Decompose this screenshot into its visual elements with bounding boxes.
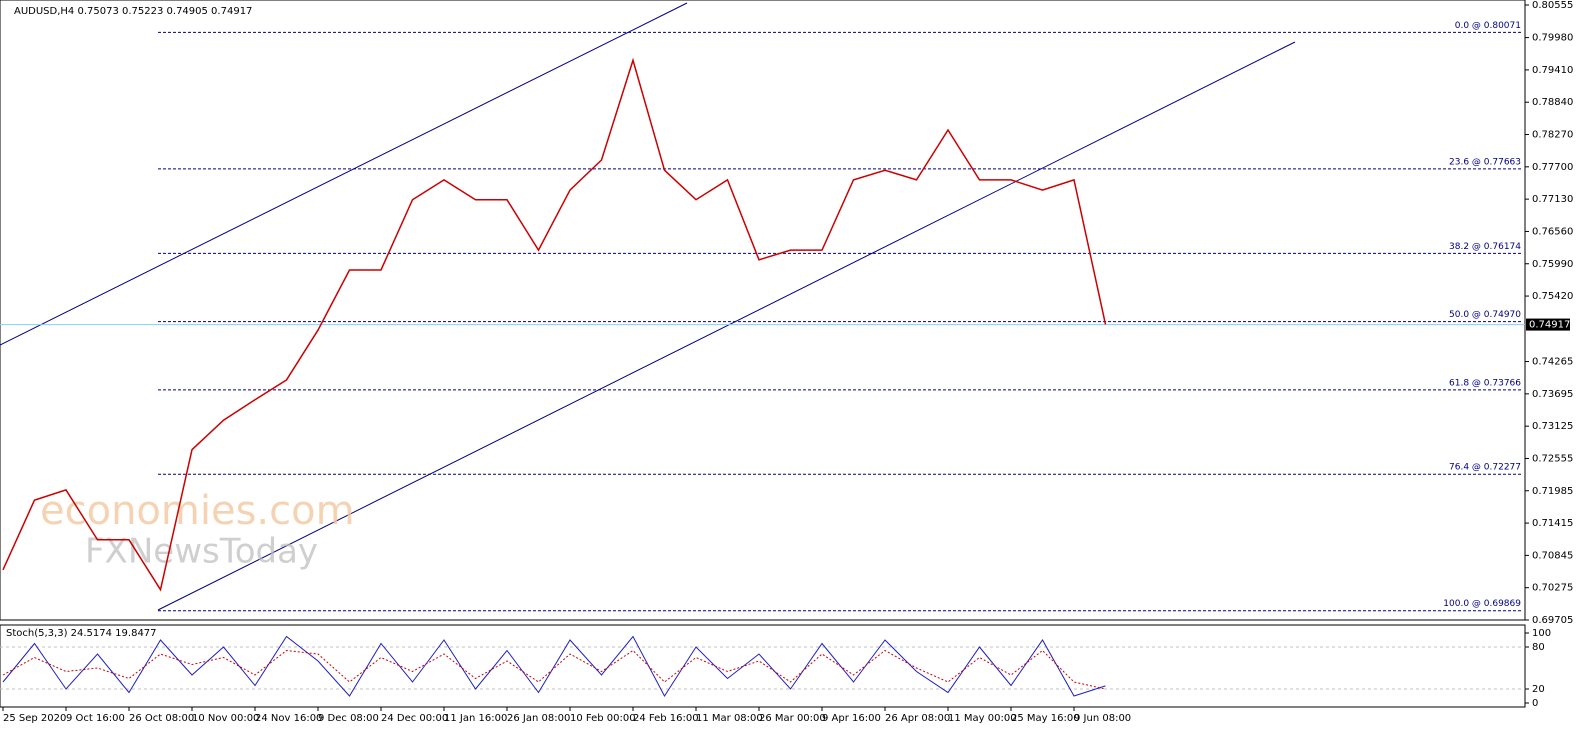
fib-label: 38.2 @ 0.76174 (1449, 242, 1521, 252)
stoch-panel (0, 624, 1526, 708)
y-tick-label: 0.72555 (1532, 453, 1573, 464)
y-tick-label: 0 (1532, 698, 1538, 709)
watermark: FXNewsToday (85, 532, 318, 572)
x-tick-label: 26 Jan 08:00 (507, 713, 570, 724)
y-tick-label: 0.78840 (1532, 97, 1573, 108)
x-tick-label: 11 Jan 16:00 (444, 713, 507, 724)
chart-title: AUDUSD,H4 0.75073 0.75223 0.74905 0.7491… (14, 6, 252, 17)
y-tick-label: 0.80555 (1532, 0, 1573, 11)
x-tick-label: 10 Feb 00:00 (570, 713, 636, 724)
y-tick-label: 0.78270 (1532, 130, 1573, 141)
y-tick-label: 0.77700 (1532, 162, 1573, 173)
x-tick-label: 9 Apr 16:00 (822, 713, 881, 724)
x-tick-label: 25 Sep 2020 (3, 713, 66, 724)
fib-label: 0.0 @ 0.80071 (1455, 21, 1521, 31)
y-tick-label: 80 (1532, 642, 1545, 653)
watermark: economies.com (40, 488, 355, 534)
y-tick-label: 0.79980 (1532, 33, 1573, 44)
last-price-box (1526, 318, 1570, 331)
x-tick-label: 9 Oct 16:00 (66, 713, 125, 724)
y-tick-label: 20 (1532, 684, 1545, 695)
stoch-title: Stoch(5,3,3) 24.5174 19.8477 (6, 628, 157, 639)
y-tick-label: 0.73125 (1532, 421, 1573, 432)
y-tick-label: 0.79410 (1532, 65, 1573, 76)
y-tick-label: 100 (1532, 628, 1551, 639)
x-tick-label: 11 Mar 08:00 (696, 713, 763, 724)
price-panel (0, 0, 1526, 621)
y-tick-label: 0.69705 (1532, 615, 1573, 626)
x-tick-label: 11 May 00:00 (948, 713, 1017, 724)
x-tick-label: 26 Mar 00:00 (759, 713, 826, 724)
y-tick-label: 0.75420 (1532, 291, 1573, 302)
x-tick-label: 26 Oct 08:00 (129, 713, 194, 724)
x-tick-label: 24 Feb 16:00 (633, 713, 699, 724)
y-tick-label: 0.75990 (1532, 259, 1573, 270)
last-price-label: 0.74917 (1529, 320, 1570, 331)
x-tick-label: 9 Dec 08:00 (318, 713, 379, 724)
x-tick-label: 24 Dec 00:00 (381, 713, 448, 724)
fib-label: 100.0 @ 0.69869 (1443, 599, 1521, 609)
x-tick-label: 25 May 16:00 (1011, 713, 1080, 724)
y-tick-label: 0.76560 (1532, 226, 1573, 237)
y-tick-label: 0.71985 (1532, 486, 1573, 497)
channel-lower (157, 41, 1296, 611)
fib-label: 76.4 @ 0.72277 (1449, 463, 1521, 473)
y-tick-label: 0.71415 (1532, 518, 1573, 529)
series-line (2, 635, 1106, 697)
y-tick-label: 0.73695 (1532, 389, 1573, 400)
y-tick-label: 0.77130 (1532, 194, 1573, 205)
y-tick-label: 0.70845 (1532, 550, 1573, 561)
fib-label: 23.6 @ 0.77663 (1449, 157, 1521, 167)
x-tick-label: 9 Jun 08:00 (1074, 713, 1131, 724)
series-line (2, 57, 1107, 592)
fib-label: 61.8 @ 0.73766 (1449, 378, 1521, 388)
x-tick-label: 24 Nov 16:00 (255, 713, 322, 724)
x-tick-label: 10 Nov 00:00 (192, 713, 259, 724)
fib-label: 50.0 @ 0.74970 (1449, 310, 1521, 320)
x-tick-label: 26 Apr 08:00 (885, 713, 950, 724)
y-tick-label: 0.74265 (1532, 357, 1573, 368)
y-tick-label: 0.70275 (1532, 583, 1573, 594)
channel-upper (0, 2, 688, 346)
